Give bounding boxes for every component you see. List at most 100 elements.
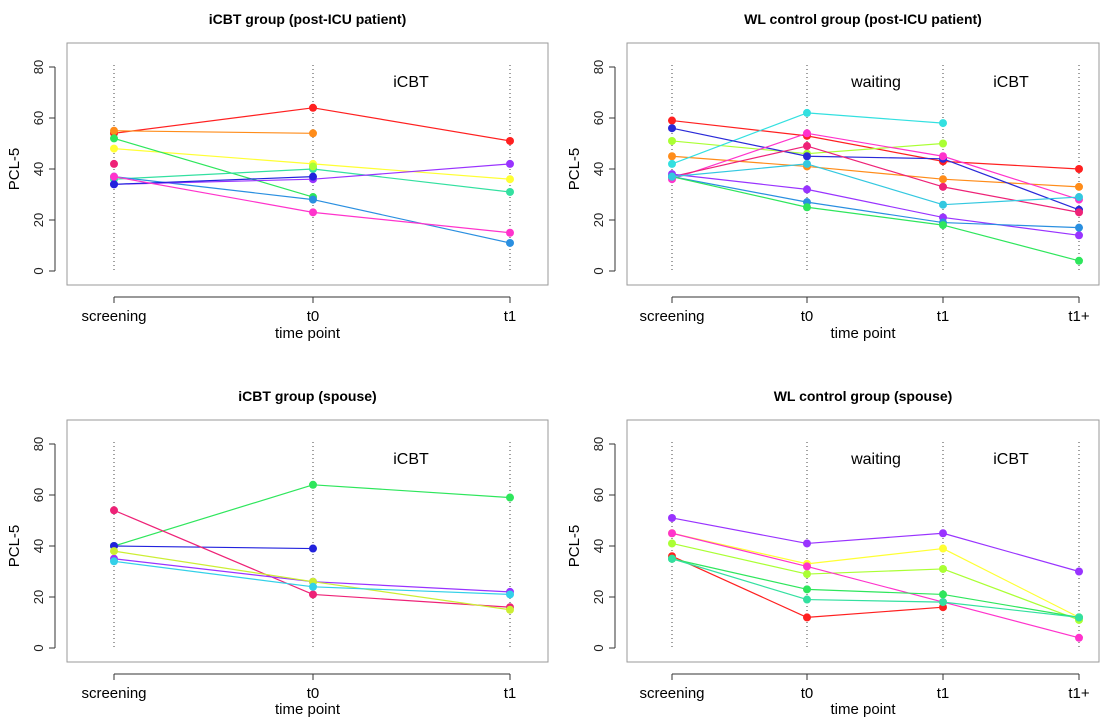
data-point [309, 480, 317, 489]
series-line-segment [671, 555, 808, 618]
x-tick-label: t1 [504, 308, 517, 325]
y-tick-label: 0 [591, 644, 606, 651]
plot-frame [66, 42, 549, 286]
data-point [939, 564, 947, 573]
phase-label: iCBT [993, 451, 1029, 468]
y-tick-label: 60 [591, 111, 606, 125]
series-line-segment [806, 155, 944, 160]
series-line-segment [806, 142, 944, 155]
series-line-segment [806, 132, 944, 157]
phase-label: waiting [850, 451, 901, 468]
data-point [939, 152, 947, 161]
data-point [668, 529, 676, 538]
data-point [668, 116, 676, 125]
series-line-segment [942, 568, 1080, 621]
series-line-segment [113, 545, 314, 550]
plot-frame [626, 42, 1100, 286]
series [110, 506, 514, 612]
series-line-segment [942, 186, 1080, 213]
series-line-segment [113, 550, 314, 583]
y-tick-label: 0 [591, 267, 606, 274]
series-line-segment [671, 145, 808, 178]
x-tick-label: screening [639, 685, 704, 702]
data-point [110, 159, 118, 168]
series-line-segment [312, 163, 511, 180]
series-line-segment [806, 112, 944, 124]
data-point [309, 544, 317, 553]
data-point [506, 238, 514, 247]
y-tick-label: 40 [31, 539, 46, 553]
series-line-segment [942, 221, 1080, 229]
chart-panel: WL control group (post-ICU patient) 0 20 40… [566, 11, 1100, 342]
series-line-segment [942, 216, 1080, 236]
y-axis-label: PCL-5 [566, 525, 583, 568]
chart-title: iCBT group (post-ICU patient) [209, 11, 407, 27]
plot-frame [626, 419, 1100, 663]
x-tick-label: t0 [801, 685, 814, 702]
data-point [506, 187, 514, 196]
data-point [803, 562, 811, 571]
series-line-segment [671, 532, 808, 567]
data-point [803, 613, 811, 622]
series-line-segment [671, 173, 808, 190]
data-point [668, 513, 676, 522]
y-tick-label: 0 [31, 267, 46, 274]
data-point [1075, 208, 1083, 217]
series-line-segment [942, 158, 1080, 211]
series-line-segment [113, 176, 314, 213]
series-line-segment [942, 160, 1080, 170]
series-line-segment [671, 112, 808, 165]
phase-label: waiting [850, 74, 901, 91]
data-point [309, 208, 317, 217]
series-line-segment [942, 601, 1080, 639]
series-line-segment [806, 606, 944, 618]
series-line-segment [113, 560, 314, 588]
data-point [309, 129, 317, 138]
y-tick-label: 80 [31, 60, 46, 74]
series-line-segment [942, 601, 1080, 618]
series [110, 557, 514, 599]
y-tick-label: 40 [591, 539, 606, 553]
chart-panel: WL control group (spouse) 0 20 40 60 80 PCL-5 s… [566, 388, 1100, 718]
x-tick-label: t0 [307, 685, 320, 702]
data-point [668, 159, 676, 168]
series [668, 513, 1083, 576]
data-point [939, 139, 947, 148]
series-line-segment [312, 211, 511, 234]
data-point [309, 162, 317, 171]
series [110, 547, 514, 614]
data-point [1075, 165, 1083, 173]
data-point [939, 598, 947, 607]
series-line-segment [806, 588, 944, 596]
data-point [803, 585, 811, 594]
y-axis-label: PCL-5 [6, 148, 23, 191]
data-point [309, 172, 317, 181]
data-point [939, 221, 947, 230]
x-tick-label: screening [639, 308, 704, 325]
series [309, 162, 317, 171]
series-line-segment [671, 558, 808, 590]
y-tick-label: 40 [31, 162, 46, 176]
chart-panel: iCBT group (spouse) 0 20 40 60 80 PCL-5 screeni… [6, 388, 549, 718]
series-line-segment [113, 148, 314, 165]
data-point [506, 590, 514, 599]
series [668, 554, 1083, 622]
data-point [939, 182, 947, 191]
y-tick-label: 40 [591, 162, 606, 176]
series [668, 172, 1083, 265]
series-line-segment [942, 548, 1080, 618]
x-tick-label: screening [81, 308, 146, 325]
series-line-segment [113, 130, 314, 134]
data-point [1075, 633, 1083, 642]
series-line-segment [942, 224, 1080, 262]
x-tick-label: t1+ [1068, 308, 1090, 325]
series-line-segment [806, 568, 944, 575]
data-point [803, 108, 811, 117]
series [110, 126, 317, 138]
series-line-segment [113, 137, 314, 198]
data-point [939, 544, 947, 553]
series [110, 542, 317, 553]
y-tick-label: 80 [31, 437, 46, 451]
data-point [110, 547, 118, 556]
